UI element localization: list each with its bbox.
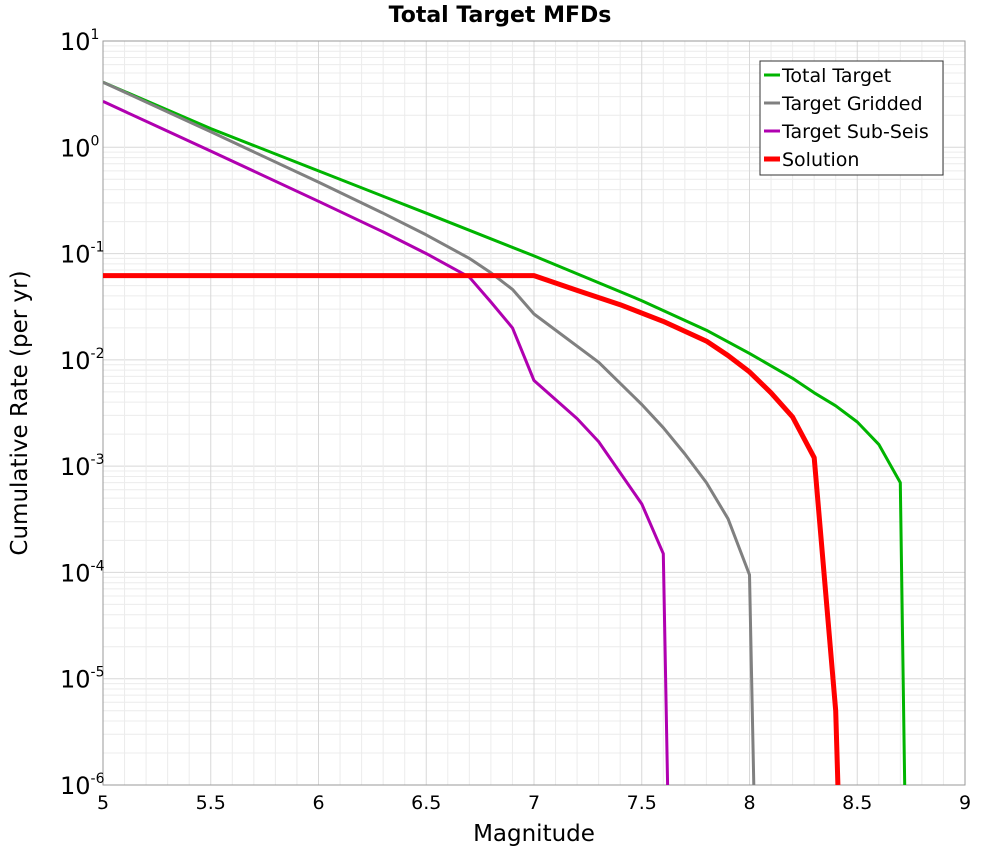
y-tick-label: 10-2 <box>60 346 105 375</box>
x-tick-label: 6 <box>312 792 324 814</box>
y-tick-label: 10-6 <box>60 771 105 800</box>
y-tick-exponent: 1 <box>91 27 100 43</box>
chart-title: Total Target MFDs <box>389 3 612 28</box>
x-axis-label: Magnitude <box>473 821 595 847</box>
y-tick-label: 10-4 <box>60 558 105 587</box>
y-tick-base: 10 <box>60 772 91 800</box>
y-tick-exponent: -3 <box>91 452 105 468</box>
y-tick-exponent: -2 <box>91 346 105 362</box>
y-tick-base: 10 <box>60 559 91 587</box>
x-tick-label: 5 <box>97 792 109 814</box>
plot-area <box>102 40 966 786</box>
x-tick-label: 8 <box>743 792 755 814</box>
x-tick-label: 7 <box>528 792 540 814</box>
y-tick-exponent: -4 <box>91 558 105 574</box>
x-tick-label: 9 <box>959 792 971 814</box>
y-tick-label: 101 <box>60 27 99 56</box>
y-tick-base: 10 <box>60 453 91 481</box>
y-tick-base: 10 <box>60 666 91 694</box>
legend-label-solution: Solution <box>782 149 859 171</box>
y-tick-exponent: -5 <box>91 665 105 681</box>
x-tick-labels: 5 5.5 6 6.5 7 7.5 8 8.5 9 <box>97 792 971 814</box>
y-tick-base: 10 <box>60 347 91 375</box>
y-tick-exponent: 0 <box>91 133 100 149</box>
grid <box>103 40 965 786</box>
legend-label-total-target: Total Target <box>781 65 891 87</box>
x-tick-label: 6.5 <box>411 792 441 814</box>
legend-label-target-sub-seis: Target Sub-Seis <box>781 121 929 143</box>
y-tick-base: 10 <box>60 134 91 162</box>
y-tick-label: 10-3 <box>60 452 105 481</box>
series-lines <box>103 80 907 785</box>
y-tick-base: 10 <box>60 241 91 269</box>
y-tick-base: 10 <box>60 28 91 56</box>
x-tick-label: 7.5 <box>627 792 657 814</box>
legend-label-target-gridded: Target Gridded <box>781 93 923 115</box>
x-tick-label: 5.5 <box>196 792 226 814</box>
series-line-target-sub-seis <box>103 100 670 785</box>
series-line-target-gridded <box>103 80 756 785</box>
legend: Total Target Target Gridded Target Sub-Sei… <box>759 60 944 176</box>
y-tick-label: 10-1 <box>60 240 105 269</box>
x-tick-label: 8.5 <box>842 792 872 814</box>
y-tick-label: 10-5 <box>60 665 105 694</box>
y-tick-exponent: -6 <box>91 771 105 787</box>
y-axis-label: Cumulative Rate (per yr) <box>7 270 33 555</box>
series-line-total-target <box>103 80 907 785</box>
y-tick-exponent: -1 <box>91 240 105 256</box>
y-tick-label: 100 <box>60 133 99 162</box>
legend-box <box>759 60 944 176</box>
series-line-solution <box>103 273 841 785</box>
